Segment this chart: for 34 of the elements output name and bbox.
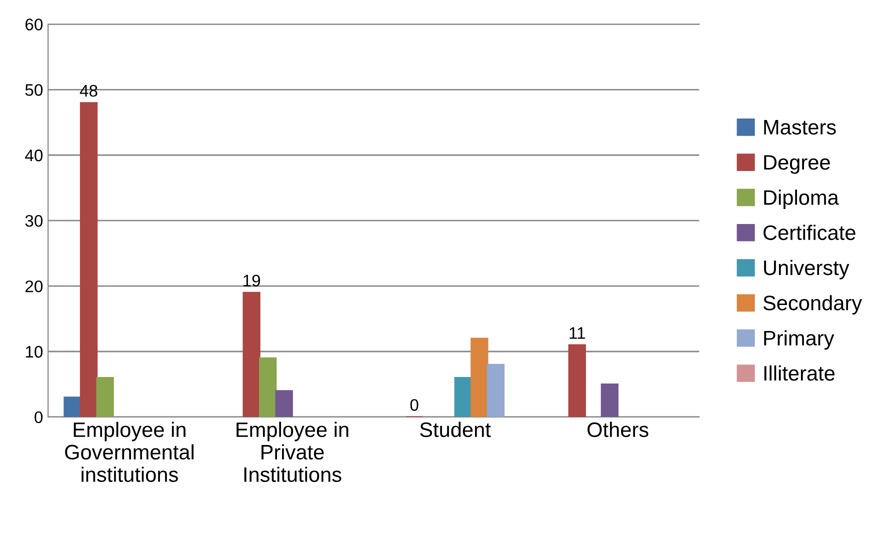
data-label: 19 <box>244 274 260 287</box>
bar <box>80 102 98 417</box>
y-tick-label: 10 <box>26 346 43 358</box>
legend-label: Illiterate <box>764 365 835 381</box>
y-tick-label: 0 <box>34 411 43 424</box>
legend-label: Universty <box>764 260 850 280</box>
legend-label: Secondary <box>763 295 862 314</box>
x-tick-label: Employee in Governmental institutions <box>65 422 194 482</box>
data-label: 48 <box>80 84 98 97</box>
y-tick-label: 40 <box>25 150 43 162</box>
bar <box>275 390 293 417</box>
legend-label: Certificate <box>764 224 856 240</box>
bar <box>486 364 505 417</box>
y-tick-label: 50 <box>25 84 43 96</box>
legend-label: Diploma <box>764 190 839 210</box>
x-tick-label: Student <box>420 422 491 438</box>
y-tick-label: 20 <box>26 280 43 292</box>
x-tick-label: Employee in Private Institutions <box>236 422 348 482</box>
legend-label: Primary <box>764 330 834 350</box>
bar <box>242 292 260 417</box>
bar <box>258 357 277 417</box>
bar <box>568 344 586 417</box>
y-tick-label: 30 <box>25 214 43 227</box>
legend-label: Masters <box>764 120 836 135</box>
bar <box>64 396 82 417</box>
y-tick-label: 60 <box>26 18 43 30</box>
legend-label: Degree <box>764 155 830 174</box>
bar <box>96 376 114 417</box>
data-label: 0 <box>410 399 418 411</box>
bar <box>470 338 488 417</box>
bar <box>454 376 472 417</box>
x-tick-label: Others <box>588 422 648 438</box>
data-label: 11 <box>570 327 585 339</box>
bar <box>600 384 619 417</box>
